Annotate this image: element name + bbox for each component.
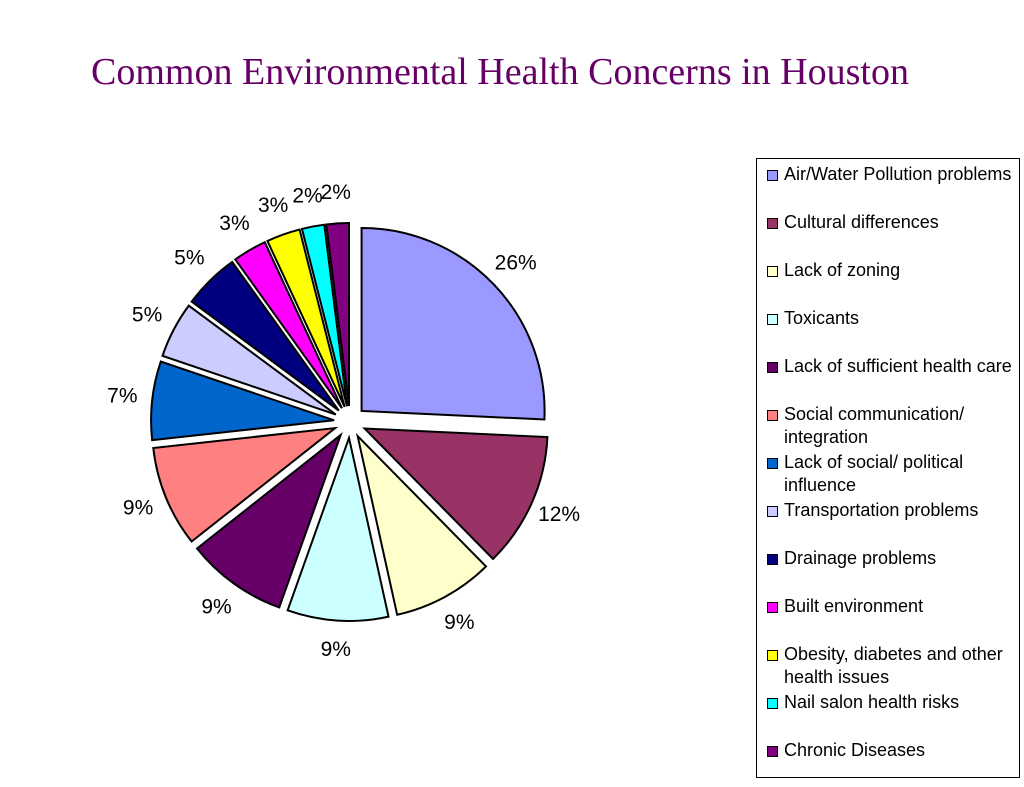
legend-item: Nail salon health risks [767,691,1013,739]
page: {"chart_data": {"type": "pie", "title": … [91,51,1020,778]
legend-label: Lack of social/ political influence [784,452,964,495]
legend-swatch [767,650,778,661]
slice [355,432,488,616]
legend-swatch [767,506,778,517]
legend: Air/Water Pollution problems Cultural dif… [756,158,1020,778]
legend-label: Chronic Diseases [784,740,926,760]
slice [266,228,346,408]
legend-label: Social communication/ integration [784,404,965,447]
legend-item: Toxicants [767,307,1013,355]
data-label: 9% [321,638,351,661]
legend-item: Chronic Diseases [767,739,1013,787]
data-label: 9% [201,596,231,619]
slice [325,222,351,407]
legend-item: Obesity, diabetes and other health issue… [767,643,1013,691]
chart: 26%12%9%9%9%9%7%5%5%3%3% 2%2% [107,181,580,661]
legend-label: Drainage problems [784,548,937,568]
legend-swatch [767,698,778,709]
legend-swatch [767,458,778,469]
legend-item: Drainage problems [767,547,1013,595]
data-label: 12% [538,503,580,526]
data-label: 3% [258,194,288,217]
legend-label: Transportation problems [784,500,979,520]
slice [362,427,549,561]
legend-label: Toxicants [784,308,860,328]
slice [161,304,337,416]
legend-swatch [767,602,778,613]
legend-label: Nail salon health risks [784,692,960,712]
legend-label: Air/Water Pollution problems [784,164,1012,184]
legend-label: Lack of zoning [784,260,901,280]
data-label: 3% [219,212,249,235]
slice [300,223,349,407]
legend-item: Cultural differences [767,211,1013,259]
legend-swatch [767,218,778,229]
legend-label: Lack of sufficient health care [784,356,1012,376]
slice [233,240,343,409]
legend-item: Air/Water Pollution problems [767,163,1013,211]
legend-swatch [767,266,778,277]
legend-swatch [767,554,778,565]
slice [360,226,546,421]
legend-item: Social communication/ integration [767,403,1013,451]
legend-item: Built environment [767,595,1013,643]
slice [286,434,390,622]
legend-label: Obesity, diabetes and other health issue… [784,644,1003,687]
slice [195,432,343,609]
legend-swatch [767,410,778,421]
legend-item: Lack of sufficient health care [767,355,1013,403]
legend-swatch [767,314,778,325]
chart-title: Common Environmental Health Concerns in … [91,51,909,93]
data-label: 26% [495,251,537,274]
data-label: 5% [132,303,162,326]
legend-swatch [767,746,778,757]
slice [190,260,340,412]
data-label: 5% [174,246,204,269]
legend-item: Lack of zoning [767,259,1013,307]
data-label: 9% [444,611,474,634]
legend-item: Lack of social/ political influence [767,451,1013,499]
legend-item: Transportation problems [767,499,1013,547]
legend-label: Built environment [784,596,924,616]
slice [152,426,339,543]
data-label: 7% [107,385,137,408]
legend-swatch [767,170,778,181]
slice [150,360,335,442]
legend-label: Cultural differences [784,212,939,232]
legend-swatch [767,362,778,373]
data-label: 2% [292,185,322,208]
data-label: 2% [321,181,351,204]
data-label: 9% [123,496,153,519]
